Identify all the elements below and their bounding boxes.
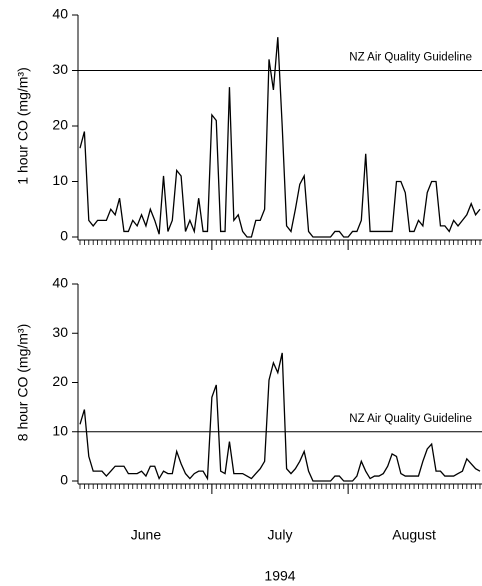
x-tick-label: July — [268, 527, 293, 543]
y-tick-label: 40 — [52, 6, 68, 22]
data-line — [79, 37, 481, 238]
y-tick-label: 30 — [52, 324, 68, 340]
y-tick-label: 20 — [52, 373, 68, 389]
y-axis-label: 8 hour CO (mg/m³) — [15, 324, 31, 441]
y-tick-label: 30 — [52, 61, 68, 77]
y-tick-label: 0 — [60, 228, 68, 244]
x-tick-label: August — [392, 527, 436, 543]
y-tick-label: 20 — [52, 117, 68, 133]
data-line — [79, 352, 481, 482]
y-tick-label: 10 — [52, 172, 68, 188]
y-tick-label: 0 — [60, 472, 68, 488]
reference-label: NZ Air Quality Guideline — [349, 52, 472, 64]
y-axis-label: 1 hour CO (mg/m³) — [15, 67, 31, 184]
x-tick-label: June — [131, 527, 162, 543]
reference-label: NZ Air Quality Guideline — [349, 413, 472, 425]
y-tick-label: 10 — [52, 422, 68, 438]
x-axis-label: 1994 — [264, 568, 295, 584]
y-tick-label: 40 — [52, 275, 68, 291]
